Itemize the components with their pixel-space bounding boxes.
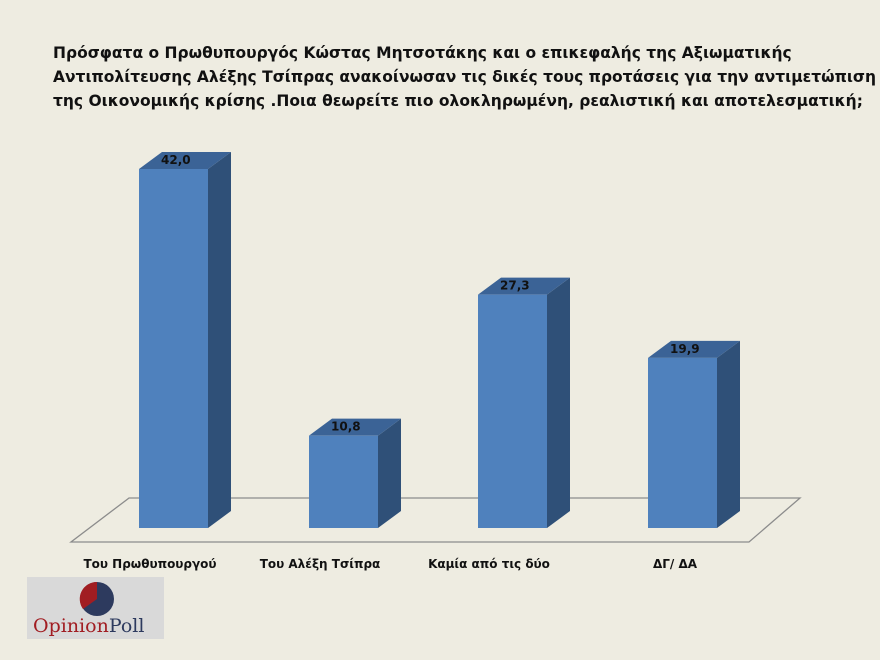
- value-label-1: 42,0: [161, 153, 191, 167]
- category-label-1: Του Πρωθυπουργού: [83, 557, 217, 571]
- value-label-3: 27,3: [500, 279, 530, 293]
- category-label-2: Του Αλέξη Τσίπρα: [259, 557, 381, 571]
- title-line-2: Αντιπολίτευσης Αλέξης Τσίπρας ανακοίνωσα…: [53, 68, 877, 86]
- bar-3: [478, 294, 547, 528]
- bar-top: [648, 340, 740, 358]
- bar-side: [208, 152, 231, 528]
- logo-text: OpinionPoll: [33, 615, 145, 637]
- category-label-4: ΔΓ/ ΔΑ: [652, 557, 698, 571]
- opinion-poll-logo: OpinionPoll: [27, 577, 164, 639]
- bar-top: [478, 277, 570, 295]
- pie-logo-icon: [79, 581, 114, 616]
- title-line-1: Πρόσφατα ο Πρωθυπουργός Κώστας Μητσοτάκη…: [53, 44, 792, 62]
- bar-1: [139, 169, 208, 528]
- bar-side: [378, 418, 401, 528]
- bar-2: [309, 435, 378, 528]
- bar-top: [139, 152, 231, 169]
- chart-title: Πρόσφατα ο Πρωθυπουργός Κώστας Μητσοτάκη…: [53, 41, 877, 113]
- category-label-3: Καμία από τις δύο: [428, 557, 550, 571]
- bars-group: 42,0 10,8 27,3 19,9: [139, 152, 740, 528]
- bar-side: [717, 340, 740, 528]
- value-label-4: 19,9: [670, 342, 700, 356]
- title-line-3: της Οικονομικής κρίσης .Ποια θεωρείτε πι…: [53, 92, 863, 110]
- bar-side: [547, 277, 570, 528]
- value-label-2: 10,8: [331, 420, 361, 434]
- chart-floor: [69, 497, 802, 543]
- bar-top: [309, 418, 401, 436]
- bar-4: [648, 357, 717, 528]
